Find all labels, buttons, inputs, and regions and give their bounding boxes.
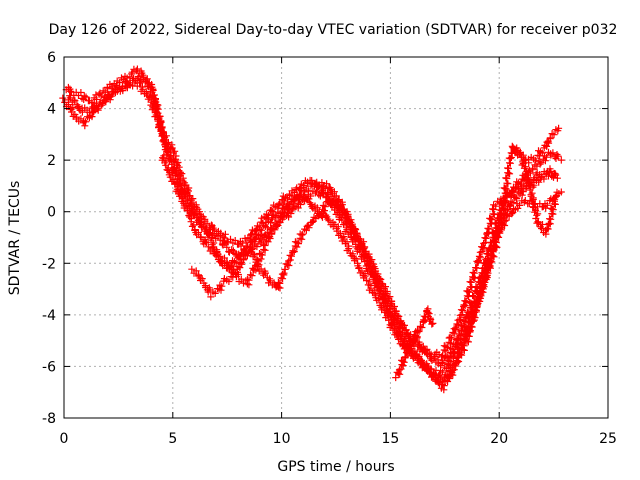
series-marks [508, 124, 563, 167]
y-tick-label: 2 [47, 153, 56, 169]
y-tick-label: 0 [47, 205, 56, 221]
x-tick-label: 15 [381, 431, 399, 447]
x-axis-label: GPS time / hours [277, 459, 394, 475]
x-tick-label: 25 [599, 431, 617, 447]
y-tick-label: -8 [42, 411, 56, 427]
y-tick-label: -6 [42, 359, 56, 375]
x-tick-label: 0 [60, 431, 69, 447]
y-tick-label: 4 [47, 102, 56, 118]
series-marks [392, 305, 437, 382]
series-track-f [392, 305, 437, 382]
y-axis-label: SDTVAR / TECUs [7, 181, 23, 296]
chart-title: Day 126 of 2022, Sidereal Day-to-day VTE… [49, 22, 618, 38]
series-track-e [158, 152, 565, 387]
data-series [59, 65, 565, 394]
series-marks [188, 143, 560, 394]
series-track-d [188, 143, 560, 394]
series-marks [158, 152, 565, 387]
x-axis-ticks: 0 5 10 15 20 25 [60, 57, 617, 447]
x-tick-label: 20 [490, 431, 508, 447]
y-tick-label: -2 [42, 256, 56, 272]
x-tick-label: 10 [273, 431, 291, 447]
y-axis-ticks: -8 -6 -4 -2 0 2 4 6 [42, 50, 608, 427]
plot-frame [63, 56, 609, 419]
x-tick-label: 5 [168, 431, 177, 447]
y-tick-label: 6 [47, 50, 56, 66]
y-tick-label: -4 [42, 308, 56, 324]
grid-lines [64, 57, 608, 418]
series-track-g [508, 124, 563, 167]
